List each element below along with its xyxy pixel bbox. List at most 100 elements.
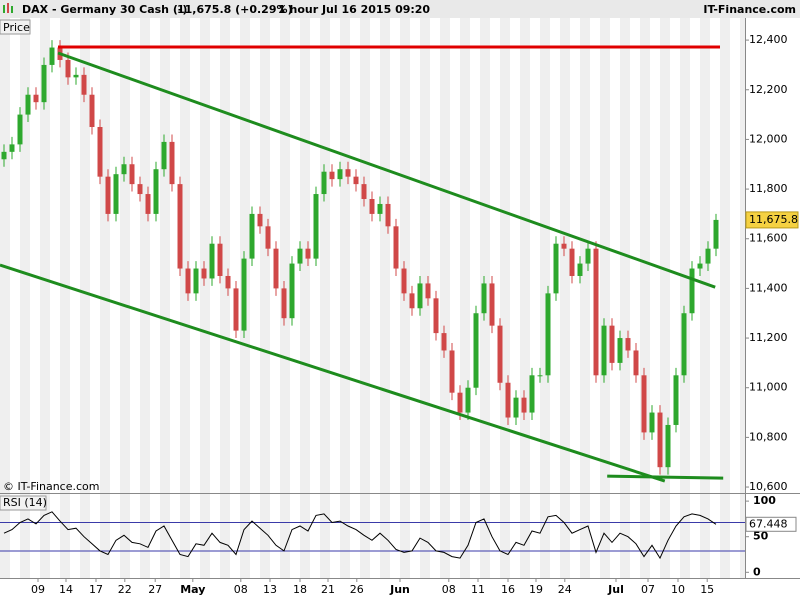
candle-body	[545, 293, 551, 376]
icon	[7, 3, 9, 13]
candle-body	[121, 164, 127, 175]
candle-body	[161, 141, 167, 170]
candle-body	[81, 74, 87, 95]
candle-body	[105, 176, 111, 214]
rsi-line	[3, 511, 717, 560]
last-price-label: 11,675.8	[749, 213, 798, 226]
candle-body	[281, 288, 287, 319]
candle-body	[377, 203, 383, 214]
candle-body	[185, 268, 191, 294]
candle-body	[465, 387, 471, 413]
candle-body	[41, 64, 47, 103]
candle-body	[129, 164, 135, 185]
candle-body	[369, 199, 375, 214]
candle-body	[713, 219, 719, 249]
candle-body	[673, 375, 679, 425]
candle-body	[649, 412, 655, 433]
x-tick-label: 08	[234, 583, 248, 596]
x-tick-label: 27	[148, 583, 162, 596]
header-bar	[0, 0, 800, 18]
last-value-box	[745, 516, 797, 532]
candle-body	[593, 248, 599, 376]
candle-body	[209, 243, 215, 279]
icon	[3, 5, 5, 13]
x-tick-label: 11	[471, 583, 485, 596]
candle-body	[449, 350, 455, 393]
candle-body	[521, 397, 527, 413]
candle-body	[561, 243, 567, 249]
panel-label-box	[0, 19, 31, 35]
y-tick-label: 11,200	[749, 331, 788, 344]
period: 1 hour Jul 16 2015 09:20	[278, 3, 430, 16]
candle-body	[697, 263, 703, 269]
candle-body	[49, 47, 55, 65]
y-tick-label: 11,400	[749, 281, 788, 294]
candle-body	[633, 350, 639, 376]
candle-body	[513, 397, 519, 418]
candle-body	[233, 288, 239, 331]
candle-body	[177, 184, 183, 269]
x-tick-label: 19	[529, 583, 543, 596]
candle-body	[89, 94, 95, 128]
candle-body	[345, 169, 351, 177]
candle-body	[705, 248, 711, 264]
candle-body	[433, 298, 439, 334]
candle-body	[217, 243, 223, 276]
x-tick-label: Jul	[607, 583, 624, 596]
candle-body	[9, 144, 15, 152]
site: IT-Finance.com	[703, 3, 796, 16]
candle-body	[657, 412, 663, 468]
candle-body	[385, 203, 391, 227]
candle-body	[193, 268, 199, 294]
candle-body	[273, 248, 279, 289]
candle-body	[585, 248, 591, 264]
y-tick-label: 12,000	[749, 132, 788, 145]
candle-body	[425, 283, 431, 299]
candle-body	[441, 333, 447, 351]
candle-body	[241, 258, 247, 331]
candle-body	[337, 169, 343, 180]
candle-body	[257, 213, 263, 227]
candle-body	[529, 375, 535, 413]
candle-body	[361, 184, 367, 200]
candle-body	[137, 184, 143, 195]
x-tick-label: 14	[59, 583, 73, 596]
x-tick-label: 13	[263, 583, 277, 596]
candle-body	[473, 313, 479, 388]
x-tick-label: 07	[641, 583, 655, 596]
candle-body	[289, 263, 295, 319]
trendline	[0, 263, 666, 483]
candle-body	[481, 283, 487, 314]
y-tick-label: 0	[753, 565, 761, 578]
y-tick-label: 12,200	[749, 83, 788, 96]
trendline	[57, 51, 716, 289]
candle-body	[313, 194, 319, 259]
candle-body	[249, 213, 255, 259]
candle-body	[265, 226, 271, 249]
candle-body	[577, 263, 583, 276]
candle-body	[689, 268, 695, 314]
candle-body	[353, 176, 359, 185]
y-tick-label: 100	[753, 494, 776, 507]
candle-body	[17, 114, 23, 145]
panel-label-box	[0, 495, 47, 511]
candle-body	[305, 248, 311, 259]
symbol: DAX - Germany 30 Cash (-)	[22, 3, 187, 16]
x-tick-label: 15	[700, 583, 714, 596]
candle-body	[569, 248, 575, 276]
candle-body	[25, 94, 31, 115]
candle-body	[169, 141, 175, 185]
last-value-label: 67.448	[749, 517, 788, 530]
candle-body	[553, 243, 559, 294]
candle-body	[609, 325, 615, 363]
candle-body	[641, 375, 647, 433]
candle-body	[497, 325, 503, 383]
candle-body	[33, 94, 39, 103]
x-tick-label: 16	[501, 583, 515, 596]
y-tick-label: 10,800	[749, 430, 788, 443]
candle-body	[665, 424, 671, 468]
candle-body	[65, 59, 71, 78]
y-tick-label: 11,800	[749, 182, 788, 195]
price-panel	[0, 18, 745, 493]
